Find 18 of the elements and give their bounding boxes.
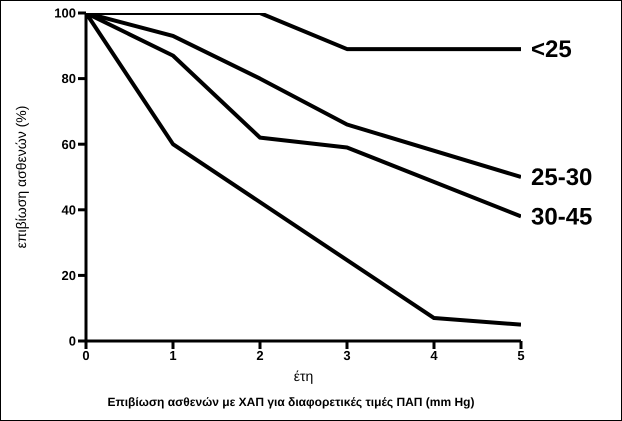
- y-tick-label: 40: [62, 202, 76, 218]
- text: Επιβίωση ασθενών με ΧΑΠ για διαφορετικές τιμές ΠΑΠ (mm Hg): [106, 395, 476, 409]
- y-tick-label: 60: [62, 136, 76, 152]
- series-label: 25-30: [531, 164, 592, 191]
- series-label: 30-45: [531, 203, 592, 230]
- x-tick-label: 1: [169, 348, 177, 364]
- x-tick-label: 3: [343, 348, 351, 364]
- y-tick-label: 0: [68, 334, 76, 349]
- x-tick-label: 2: [256, 348, 264, 364]
- x-tick-label: 4: [430, 348, 438, 364]
- y-tick-label: 80: [62, 71, 76, 86]
- x-tick-label: 0: [82, 348, 90, 364]
- y-tick-label: 100: [54, 6, 76, 21]
- y-axis-title: επιβίωση ασθενών (%): [12, 106, 29, 248]
- x-tick-label: 5: [517, 348, 525, 364]
- series-label: <25: [531, 36, 572, 64]
- x-axis-title: έτη: [294, 368, 314, 384]
- y-tick-label: 20: [62, 268, 76, 284]
